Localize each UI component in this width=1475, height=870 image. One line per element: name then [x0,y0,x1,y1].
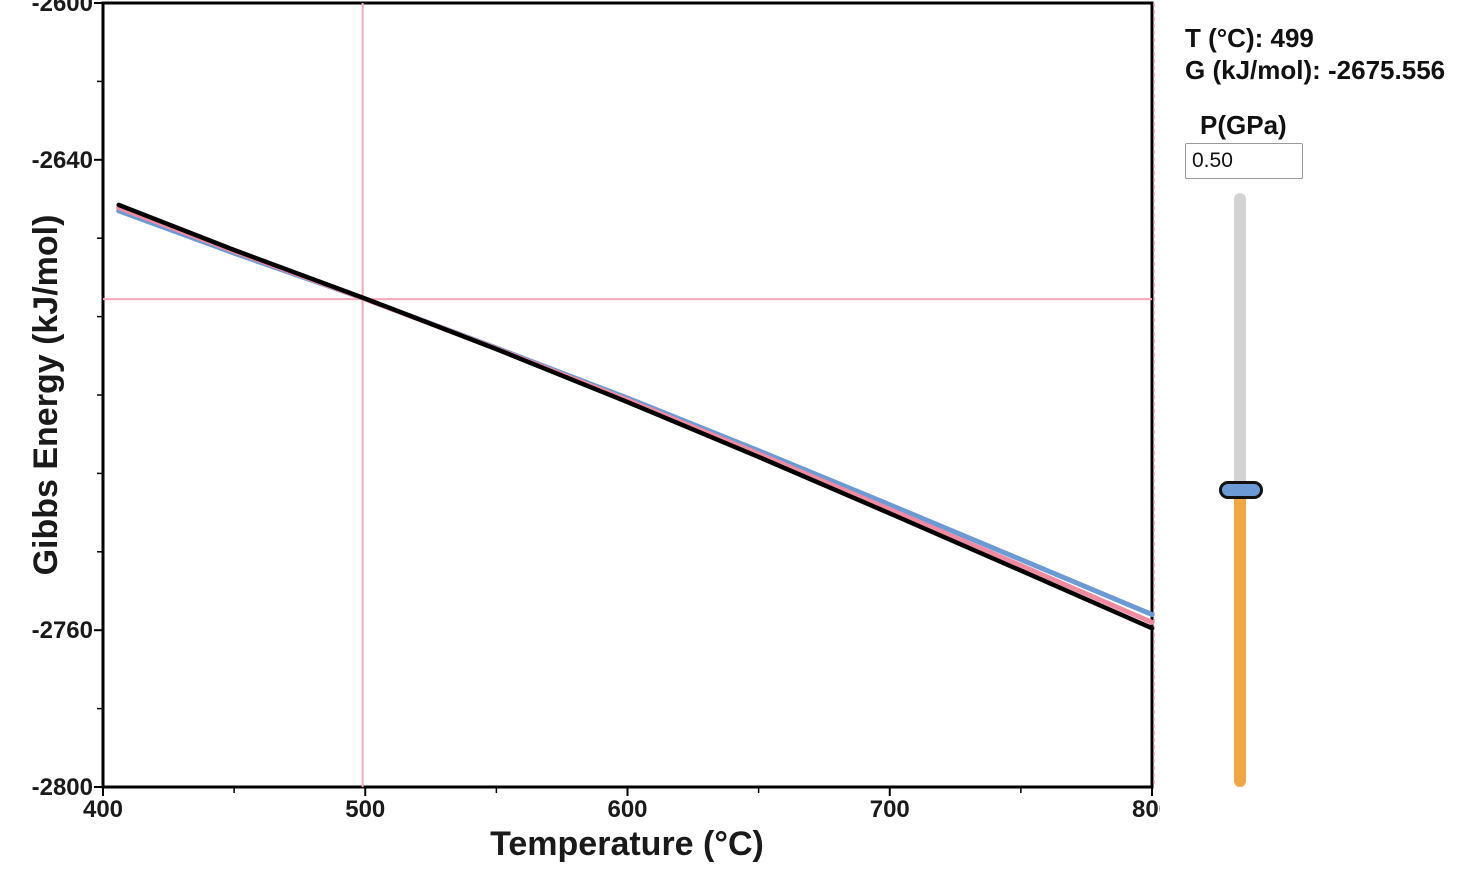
x-tick-label: 600 [607,796,647,823]
y-axis-title: Gibbs Energy (kJ/mol) [27,215,65,576]
x-tick-label: 800 [1132,796,1160,823]
temperature-readout: T (°C): 499 [1185,23,1314,53]
series-line-3 [116,202,1155,631]
x-tick-label: 400 [83,796,123,823]
y-tick-label: -2600 [32,0,93,17]
x-axis-title: Temperature (°C) [490,825,764,863]
slider-track-empty [1234,193,1246,490]
slider-thumb[interactable] [1219,481,1263,499]
pressure-input[interactable] [1185,143,1303,179]
gibbs-readout: G (kJ/mol): -2675.556 [1185,55,1446,85]
x-tick-label: 700 [870,796,910,823]
y-tick-label: -2760 [32,617,93,644]
slider-track-filled [1234,490,1246,787]
pressure-label: P(GPa) [1200,110,1287,140]
cursor-readout: T (°C): 499 G (kJ/mol): -2675.556 [1185,22,1445,86]
pressure-slider[interactable] [1218,190,1263,790]
y-tick-label: -2800 [32,774,93,801]
gibbs-energy-chart[interactable]: 400 500 600 700 800 -2600 -2640 -2760 -2800 Temp… [0,0,1160,870]
x-tick-label: 500 [345,796,385,823]
plot-frame [101,1,1154,789]
y-tick-label: -2640 [32,147,93,174]
